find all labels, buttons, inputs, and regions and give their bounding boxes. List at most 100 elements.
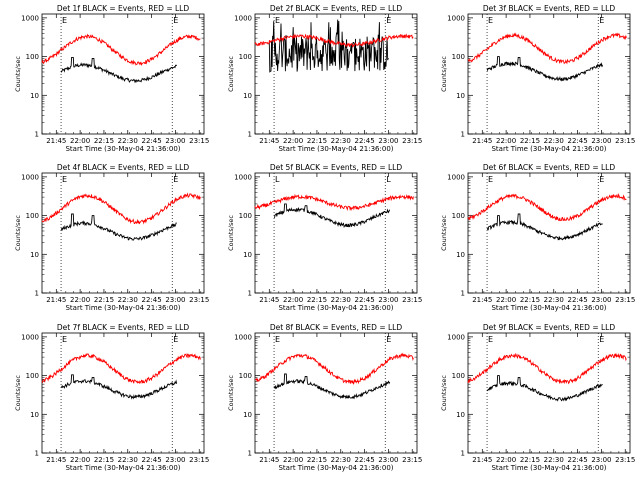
y-axis-label: Counts/sec <box>227 215 235 251</box>
x-tick-label: 22:00 <box>70 456 90 464</box>
chart-panel: Det 6f BLACK = Events, RED = LLD 1 10 100 10… <box>440 163 635 312</box>
chart-panel: Det 3f BLACK = Events, RED = LLD 1 10 100 10… <box>440 4 635 153</box>
plot-frame <box>467 332 631 454</box>
event-marker-label: E <box>599 16 604 25</box>
y-tick-label: 100 <box>239 212 252 220</box>
y-axis-label: Counts/sec <box>227 56 235 92</box>
y-tick-label: 1 <box>461 131 465 139</box>
x-tick-label: 21:45 <box>46 137 66 145</box>
x-tick-label: 23:15 <box>189 456 209 464</box>
lld-series-line <box>467 352 627 385</box>
event-marker-label: E <box>599 175 604 184</box>
x-axis-label: Start Time (30-May-04 21:36:00) <box>65 304 180 312</box>
x-tick-label: 22:30 <box>544 137 564 145</box>
x-tick-label: 22:00 <box>283 456 303 464</box>
chart-panel: Det 8f BLACK = Events, RED = LLD 1 10 100 10… <box>227 323 422 472</box>
x-axis-label: Start Time (30-May-04 21:36:00) <box>491 145 606 153</box>
event-marker-label: E <box>62 16 67 25</box>
x-tick-label: 22:15 <box>520 456 540 464</box>
y-tick-label: 1000 <box>21 173 39 181</box>
x-tick-label: 23:00 <box>378 456 398 464</box>
events-series-line <box>60 213 177 241</box>
x-tick-label: 22:15 <box>520 296 540 304</box>
x-tick-label: 22:00 <box>70 296 90 304</box>
y-tick-label: 1 <box>35 290 39 298</box>
x-axis-label: Start Time (30-May-04 21:36:00) <box>278 304 393 312</box>
x-tick-label: 22:00 <box>496 137 516 145</box>
event-marker-label: E <box>488 335 493 344</box>
y-tick-label: 10 <box>243 411 252 419</box>
lld-series-line <box>467 192 627 222</box>
y-tick-label: 1000 <box>447 333 465 341</box>
y-tick-label: 100 <box>452 372 465 380</box>
x-tick-label: 22:30 <box>118 296 138 304</box>
y-tick-label: 10 <box>243 251 252 259</box>
y-tick-label: 1 <box>35 131 39 139</box>
y-tick-label: 1 <box>248 131 252 139</box>
x-tick-label: 22:00 <box>283 137 303 145</box>
y-tick-label: 1000 <box>447 173 465 181</box>
event-marker-label: L <box>275 175 280 184</box>
y-axis-label: Counts/sec <box>440 215 448 251</box>
y-tick-label: 1000 <box>447 14 465 22</box>
x-tick-label: 22:30 <box>331 296 351 304</box>
x-tick-label: 22:30 <box>544 296 564 304</box>
event-marker-label: E <box>488 175 493 184</box>
y-axis-label: Counts/sec <box>14 215 22 251</box>
events-series-line <box>273 203 391 229</box>
x-tick-label: 23:15 <box>615 137 635 145</box>
x-tick-label: 22:45 <box>141 137 161 145</box>
x-axis-label: Start Time (30-May-04 21:36:00) <box>65 145 180 153</box>
x-tick-label: 23:00 <box>378 296 398 304</box>
x-tick-label: 22:15 <box>94 456 114 464</box>
event-marker-label: E <box>62 175 67 184</box>
chart-panel: Det 9f BLACK = Events, RED = LLD 1 10 100 10… <box>440 323 635 472</box>
events-series-line <box>268 19 389 73</box>
plot-frame <box>41 13 205 135</box>
x-tick-label: 23:00 <box>591 456 611 464</box>
x-tick-label: 21:45 <box>259 456 279 464</box>
x-tick-label: 21:45 <box>259 137 279 145</box>
x-axis-label: Start Time (30-May-04 21:36:00) <box>278 145 393 153</box>
y-tick-label: 1 <box>35 450 39 458</box>
y-tick-label: 1000 <box>21 333 39 341</box>
y-axis-label: Counts/sec <box>14 375 22 411</box>
y-axis-label: Counts/sec <box>440 375 448 411</box>
events-series-line <box>486 56 604 82</box>
y-tick-label: 1000 <box>21 14 39 22</box>
event-marker-label: E <box>275 16 280 25</box>
chart-panel: Det 2f BLACK = Events, RED = LLD 1 10 100 10… <box>227 4 422 153</box>
chart-title: Det 3f BLACK = Events, RED = LLD <box>483 4 616 13</box>
y-tick-label: 10 <box>456 251 465 259</box>
lld-series-line <box>254 193 414 212</box>
x-tick-label: 23:00 <box>591 296 611 304</box>
chart-panel: Det 5f BLACK = Events, RED = LLD 1 10 100 10… <box>227 163 422 312</box>
x-tick-label: 22:15 <box>94 137 114 145</box>
event-marker-label: E <box>599 335 604 344</box>
x-axis-label: Start Time (30-May-04 21:36:00) <box>491 464 606 472</box>
y-tick-label: 1000 <box>234 333 252 341</box>
x-tick-label: 22:45 <box>567 456 587 464</box>
x-tick-label: 22:15 <box>307 456 327 464</box>
x-tick-label: 21:45 <box>46 456 66 464</box>
event-marker-label: L <box>386 175 391 184</box>
chart-panel: Det 7f BLACK = Events, RED = LLD 1 10 100 10… <box>14 323 209 472</box>
x-tick-label: 22:00 <box>70 137 90 145</box>
x-tick-label: 23:15 <box>615 456 635 464</box>
events-series-line <box>273 373 391 400</box>
lld-series-line <box>41 353 201 385</box>
x-tick-label: 23:00 <box>165 137 185 145</box>
x-tick-label: 22:45 <box>567 296 587 304</box>
y-tick-label: 100 <box>26 53 39 61</box>
events-series-line <box>486 375 603 402</box>
y-axis-label: Counts/sec <box>227 375 235 411</box>
chart-panel: Det 4f BLACK = Events, RED = LLD 1 10 100 10… <box>14 163 209 312</box>
plot-frame <box>467 172 631 294</box>
y-tick-label: 10 <box>30 92 39 100</box>
plot-frame <box>467 13 631 135</box>
lld-series-line <box>254 33 414 48</box>
x-tick-label: 23:15 <box>402 137 422 145</box>
x-tick-label: 22:30 <box>118 137 138 145</box>
x-tick-label: 23:00 <box>591 137 611 145</box>
x-tick-label: 22:15 <box>307 137 327 145</box>
